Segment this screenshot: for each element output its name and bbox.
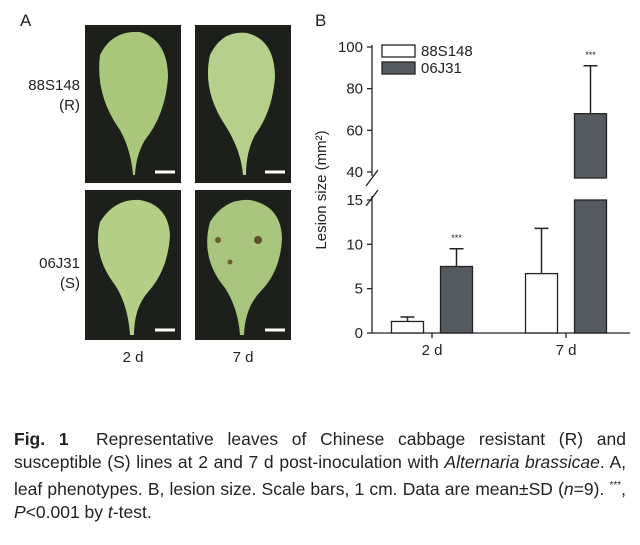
caption-text: <0.001 by xyxy=(25,501,108,522)
caption-text: Representative leaves of Chinese cabbage… xyxy=(14,429,627,472)
caption-text: , xyxy=(621,478,626,499)
bar xyxy=(573,199,608,334)
y-tick-label: 10 xyxy=(346,236,363,253)
x-tick-label: 2 d xyxy=(422,342,443,359)
legend-label: 88S148 xyxy=(421,43,473,60)
y-tick-label: 100 xyxy=(338,39,363,56)
y-axis-label: Lesion size (mm²) xyxy=(313,130,330,249)
caption-text: t xyxy=(107,501,113,522)
legend-label: 06J31 xyxy=(421,60,462,77)
row-label: 06J31 xyxy=(39,255,80,272)
panel-label: A xyxy=(20,11,32,30)
bar xyxy=(439,265,474,334)
error-bar xyxy=(449,248,464,267)
caption-text: n xyxy=(563,478,574,499)
caption-text: =9). xyxy=(573,478,610,499)
column-label: 2 d xyxy=(123,349,144,366)
panel-label: B xyxy=(315,11,326,30)
error-bar xyxy=(534,227,549,274)
caption-text: P xyxy=(14,501,26,522)
figure: A 88S148 (R) 06J31 (S) 2 d 7 d B Lesion … xyxy=(20,11,630,366)
y-tick-label: 0 xyxy=(355,325,363,342)
y-tick-label: 60 xyxy=(346,122,363,139)
caption: Fig. 1 Representative leaves of Chinese … xyxy=(14,428,626,524)
bar xyxy=(524,272,559,334)
x-tick-label: 7 d xyxy=(556,342,577,359)
caption-text: . A, leaf phenotypes. B, lesion size. Sc… xyxy=(14,452,627,499)
significance: *** xyxy=(585,50,596,60)
legend-swatch xyxy=(381,44,416,58)
row-label: 88S148 xyxy=(28,77,80,94)
row-label: (R) xyxy=(59,97,80,114)
caption-text: *** xyxy=(609,480,622,491)
caption-text: Fig. 1 xyxy=(14,429,69,449)
y-tick-label: 15 xyxy=(346,192,363,209)
error-bar xyxy=(400,316,415,322)
y-tick-label: 80 xyxy=(346,81,363,98)
leaf-photos xyxy=(85,25,291,340)
significance: *** xyxy=(451,233,462,243)
column-label: 7 d xyxy=(233,349,254,366)
bar xyxy=(573,113,608,179)
legend-swatch xyxy=(381,61,416,75)
caption-text: Alternaria brassicae xyxy=(444,452,600,472)
y-tick-label: 5 xyxy=(355,281,363,298)
bar xyxy=(390,320,425,334)
y-tick-label: 40 xyxy=(346,164,363,181)
error-bar xyxy=(583,65,598,114)
row-label: (S) xyxy=(60,275,80,292)
caption-text: -test. xyxy=(112,501,152,522)
